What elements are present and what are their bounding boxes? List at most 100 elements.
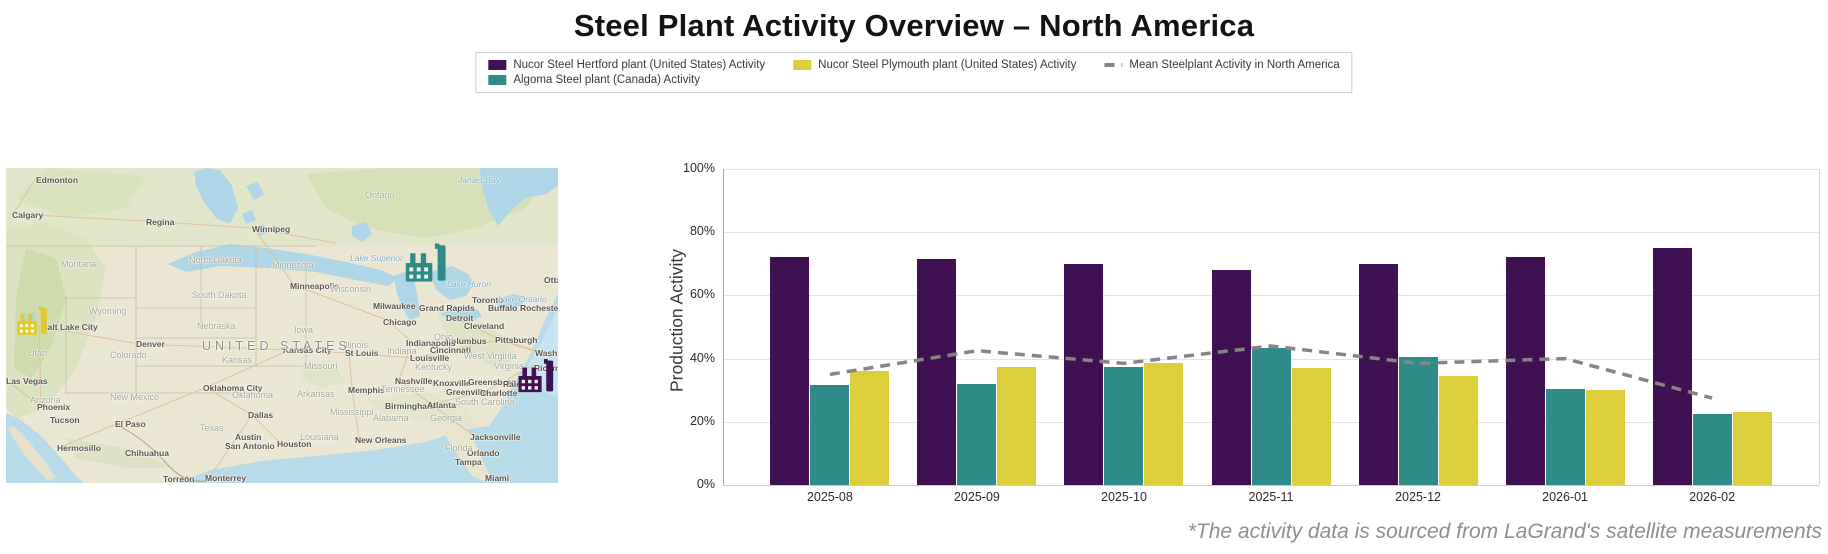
- map-label: Orlando: [467, 448, 500, 458]
- map-label: Tennessee: [381, 384, 425, 394]
- bar-hertford-2025-11: [1211, 270, 1251, 485]
- map-label: Salt Lake City: [42, 322, 98, 332]
- y-tick-label: 40%: [689, 350, 715, 365]
- map-label: Minnesota: [272, 260, 314, 270]
- bar-algoma-2025-11: [1251, 347, 1291, 485]
- water-label: Lake Ontario: [498, 294, 547, 304]
- map-label: Nebraska: [197, 321, 236, 331]
- map-label: Raleigh: [503, 379, 534, 389]
- map-label: Pittsburgh: [495, 335, 538, 345]
- map-label: Virginia: [494, 361, 524, 371]
- baja-land: [8, 426, 56, 481]
- y-tick-label: 0%: [696, 477, 715, 491]
- map-label: West Virginia: [464, 351, 517, 361]
- map-label: Austin: [235, 432, 262, 442]
- gridline: [723, 485, 1819, 486]
- map-label: Florida: [445, 443, 473, 453]
- x-tick-label: 2026-02: [1689, 490, 1736, 504]
- map-label: Chicago: [383, 317, 417, 327]
- map-label: Missouri: [304, 361, 338, 371]
- map-label: Tampa: [455, 457, 482, 467]
- map-label: Detroit: [446, 313, 474, 323]
- bar-algoma-2025-09: [957, 383, 997, 485]
- map-label: Rochester: [520, 303, 558, 313]
- legend-label-plymouth: Nucor Steel Plymouth plant (United State…: [818, 59, 1077, 71]
- y-tick-label: 60%: [689, 287, 715, 302]
- map-label: Tucson: [50, 415, 80, 425]
- x-tick-label: 2025-12: [1395, 490, 1441, 504]
- bar-algoma-2025-10: [1104, 366, 1144, 485]
- map-label: Denver: [136, 339, 165, 349]
- map-label: Kansas City: [283, 345, 332, 355]
- algoma-swatch-icon: [488, 75, 507, 85]
- map-label: Cleveland: [464, 321, 505, 331]
- map-label: Oklahoma: [232, 390, 274, 400]
- water-label: Lake Huron: [447, 279, 491, 289]
- map-label: Arizona: [30, 395, 61, 405]
- map-label: Grand Rapids: [419, 303, 475, 313]
- map-label: Columbus: [445, 336, 487, 346]
- map-label: Illinois: [343, 340, 369, 350]
- map-label: Texas: [200, 423, 224, 433]
- map-label: Monterrey: [205, 473, 247, 483]
- chart-legend: Nucor Steel Hertford plant (United State…: [475, 52, 1353, 93]
- bar-hertford-2025-08: [770, 257, 810, 485]
- map-label: Indianapolis: [406, 338, 456, 348]
- map-label: Miami: [485, 473, 510, 483]
- map-label: Atlanta: [427, 400, 456, 410]
- bar-algoma-2025-08: [810, 385, 850, 485]
- map-label: St Louis: [345, 348, 379, 358]
- map-label: Louisville: [410, 353, 450, 363]
- map-label: San Antonio: [225, 441, 275, 451]
- map-label: Jacksonville: [470, 432, 521, 442]
- map-label: Minneapolis: [290, 281, 340, 291]
- bar-plymouth-2026-02: [1732, 412, 1772, 485]
- legend-label-hertford: Nucor Steel Hertford plant (United State…: [513, 59, 766, 71]
- bar-hertford-2026-01: [1505, 257, 1545, 485]
- map-label: Memphis: [348, 385, 385, 395]
- map-label: North Dakota: [189, 255, 243, 265]
- map-label: Ohio: [434, 332, 454, 342]
- bar-plymouth-2025-11: [1291, 368, 1331, 485]
- map-label: Richmond: [534, 363, 558, 373]
- y-tick-label: 100%: [683, 161, 715, 175]
- map-label: Alabama: [373, 413, 409, 423]
- bar-plymouth-2025-10: [1144, 363, 1184, 485]
- page-title: Steel Plant Activity Overview – North Am…: [573, 8, 1255, 43]
- map-label: El Paso: [115, 419, 146, 429]
- country-label: UNITED STATES: [202, 339, 351, 353]
- y-tick-label: 80%: [689, 224, 715, 239]
- map-label: Oklahoma City: [203, 383, 263, 393]
- legend-item-hertford: Nucor Steel Hertford plant (United State…: [488, 59, 765, 71]
- map-label: Edmonton: [36, 175, 79, 185]
- map-label: New Mexico: [110, 392, 160, 402]
- gridline: [723, 295, 1819, 297]
- map-label: Indiana: [387, 346, 417, 356]
- x-tick-label: 2025-11: [1248, 490, 1294, 504]
- gridline: [723, 169, 1819, 170]
- hertford-swatch-icon: [488, 60, 507, 70]
- map-label: Winnipeg: [252, 224, 291, 234]
- florida-land: [442, 426, 490, 481]
- x-tick-label: 2026-01: [1542, 490, 1588, 504]
- source-footnote: *The activity data is sourced from LaGra…: [1187, 520, 1822, 543]
- map-label: Ontario: [365, 190, 395, 200]
- map-label: Hermosillo: [57, 443, 101, 453]
- map-label: Montana: [61, 259, 97, 269]
- map-label: Phoenix: [37, 402, 71, 412]
- bar-hertford-2026-02: [1652, 248, 1692, 485]
- plymouth-swatch-icon: [793, 60, 812, 70]
- bar-plymouth-2025-08: [850, 371, 890, 485]
- bar-plymouth-2026-01: [1585, 390, 1625, 485]
- map-label: Charlotte: [480, 388, 518, 398]
- map-label: Washington: [535, 348, 558, 358]
- map-label: Knoxville: [433, 378, 471, 388]
- gridline: [723, 232, 1819, 234]
- appalachians-terrain: [436, 308, 516, 368]
- map-label: Toronto: [472, 295, 504, 305]
- y-axis-label: Production Activity: [666, 249, 687, 392]
- map-label: Houston: [277, 439, 312, 449]
- bar-plymouth-2025-09: [997, 366, 1037, 485]
- map-label: Iowa: [294, 325, 314, 335]
- y-tick-label: 20%: [689, 413, 715, 428]
